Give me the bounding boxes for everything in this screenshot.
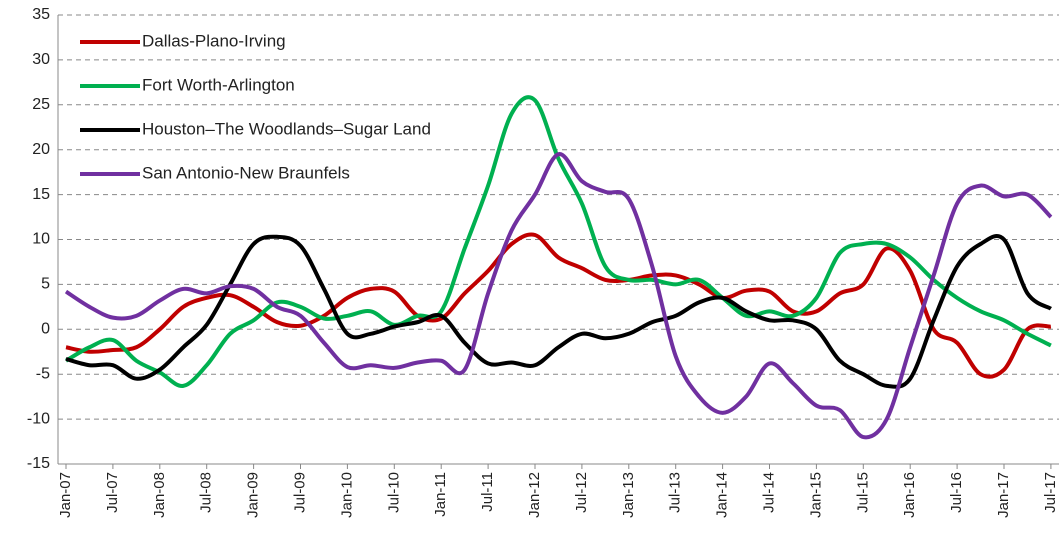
y-tick-label: 35 bbox=[32, 6, 50, 23]
y-tick-label: 15 bbox=[32, 186, 50, 203]
legend-label: Houston–The Woodlands–Sugar Land bbox=[142, 119, 431, 138]
legend-label: San Antonio-New Braunfels bbox=[142, 163, 350, 182]
legend-label: Dallas-Plano-Irving bbox=[142, 31, 286, 50]
x-tick-label: Jan-14 bbox=[714, 472, 731, 518]
y-tick-label: -5 bbox=[36, 365, 50, 382]
x-tick-label: Jan-15 bbox=[807, 472, 824, 518]
x-tick-label: Jul-08 bbox=[198, 472, 215, 513]
x-tick-label: Jan-08 bbox=[151, 472, 168, 518]
y-tick-label: 10 bbox=[32, 231, 50, 248]
series-line bbox=[64, 95, 1052, 388]
x-tick-label: Jan-10 bbox=[338, 472, 355, 518]
x-tick-label: Jan-11 bbox=[432, 472, 449, 517]
series-line bbox=[64, 152, 1053, 440]
x-tick-label: Jul-11 bbox=[479, 472, 496, 512]
x-tick-label: Jul-09 bbox=[291, 472, 308, 513]
series-line bbox=[65, 232, 1052, 379]
y-tick-label: -15 bbox=[27, 455, 50, 472]
y-tick-label: -10 bbox=[27, 410, 50, 427]
x-tick-label: Jul-07 bbox=[104, 472, 121, 513]
y-tick-label: 5 bbox=[41, 276, 50, 293]
x-tick-label: Jul-12 bbox=[573, 472, 590, 513]
x-tick-label: Jan-13 bbox=[620, 472, 637, 518]
x-tick-label: Jan-17 bbox=[995, 472, 1012, 518]
y-tick-label: 30 bbox=[32, 51, 50, 68]
x-tick-label: Jul-14 bbox=[760, 472, 777, 513]
y-tick-label: 20 bbox=[32, 141, 50, 158]
x-tick-label: Jan-16 bbox=[901, 472, 918, 518]
x-tick-label: Jul-13 bbox=[667, 472, 684, 513]
x-tick-label: Jul-15 bbox=[854, 472, 871, 513]
x-tick-label: Jan-12 bbox=[526, 472, 543, 518]
x-tick-label: Jan-07 bbox=[57, 472, 74, 518]
y-tick-label: 0 bbox=[41, 321, 50, 338]
x-tick-label: Jan-09 bbox=[245, 472, 262, 518]
y-tick-label: 25 bbox=[32, 96, 50, 113]
x-tick-label: Jul-10 bbox=[385, 472, 402, 513]
x-tick-label: Jul-17 bbox=[1042, 472, 1059, 513]
x-tick-label: Jul-16 bbox=[948, 472, 965, 513]
legend-label: Fort Worth-Arlington bbox=[142, 75, 295, 94]
